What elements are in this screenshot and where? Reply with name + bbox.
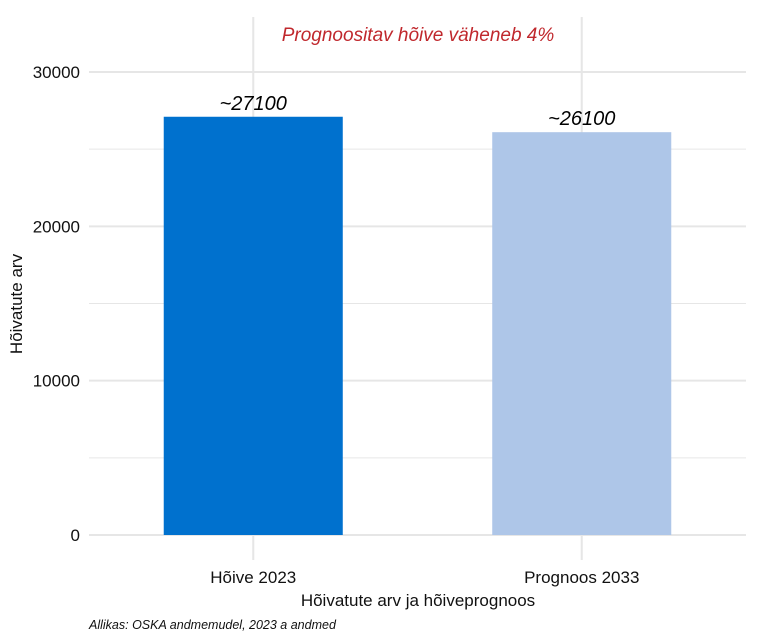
bar <box>492 132 672 535</box>
bar-value-label: ~26100 <box>548 108 615 130</box>
x-axis-title: Hõivatute arv ja hõiveprognoos <box>301 591 535 610</box>
bar-value-labels: ~27100 ~26100 <box>220 93 616 130</box>
bar <box>163 116 343 536</box>
x-tick-label: Hõive 2023 <box>210 568 296 587</box>
source-caption: Allikas: OSKA andmemudel, 2023 a andmed <box>88 618 337 632</box>
y-axis-title: Hõivatute arv <box>7 253 26 354</box>
y-axis-ticks: 0 10000 20000 30000 <box>33 63 80 545</box>
x-axis-ticks: Hõive 2023 Prognoos 2033 <box>210 568 639 587</box>
y-tick-label: 30000 <box>33 63 80 82</box>
y-tick-label: 10000 <box>33 372 80 391</box>
y-tick-label: 0 <box>71 526 80 545</box>
x-tick-label: Prognoos 2033 <box>524 568 639 587</box>
bars <box>163 116 672 536</box>
y-tick-label: 20000 <box>33 217 80 236</box>
bar-value-label: ~27100 <box>220 93 287 115</box>
chart-subtitle: Prognoositav hõive väheneb 4% <box>282 25 555 46</box>
